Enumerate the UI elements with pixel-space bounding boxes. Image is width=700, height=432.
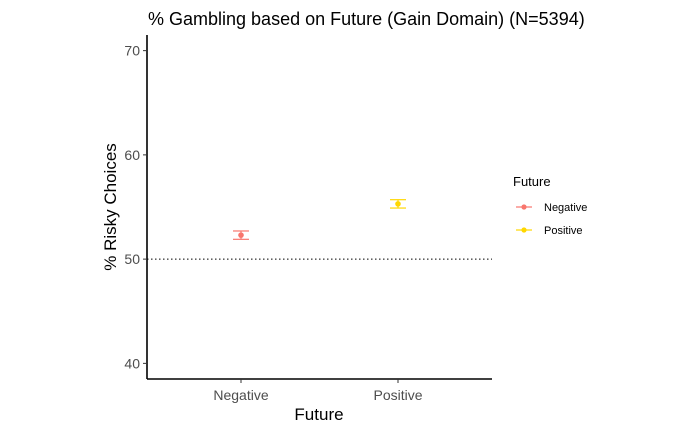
legend-item-positive: Positive: [516, 225, 583, 237]
y-axis-title: % Risky Choices: [101, 143, 120, 271]
data-marks: [233, 199, 406, 240]
legend-items: Negative Positive: [516, 202, 587, 237]
x-axis-title: Future: [294, 405, 343, 424]
x-tick-label: Negative: [213, 387, 268, 403]
plot-area: 40 50 60 70 Negative Positive: [124, 35, 492, 403]
legend-label: Positive: [544, 225, 583, 237]
x-ticks: Negative Positive: [213, 379, 423, 403]
chart-title: % Gambling based on Future (Gain Domain)…: [148, 9, 585, 29]
legend-title: Future: [513, 174, 551, 189]
legend: Future Negative Positive: [513, 174, 587, 237]
legend-key-point: [521, 204, 527, 210]
point-positive: [395, 201, 401, 207]
legend-label: Negative: [544, 202, 587, 214]
y-tick-label: 60: [124, 147, 140, 163]
legend-key-point: [521, 227, 527, 233]
x-tick-label: Positive: [373, 387, 422, 403]
y-tick-label: 40: [124, 355, 140, 371]
y-tick-label: 50: [124, 251, 140, 267]
error-bar-positive: [390, 199, 406, 209]
point-negative: [238, 232, 244, 238]
y-tick-label: 70: [124, 43, 140, 59]
y-ticks: 40 50 60 70: [124, 43, 147, 371]
error-bar-negative: [233, 230, 249, 240]
legend-item-negative: Negative: [516, 202, 587, 214]
